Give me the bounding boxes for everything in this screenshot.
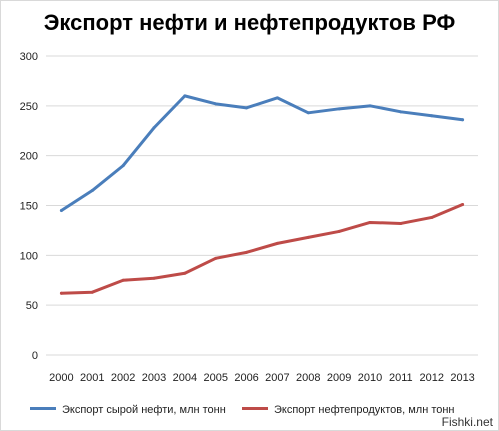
x-tick-label: 2007 (265, 372, 289, 384)
watermark-logo: Fishki.net (441, 415, 493, 429)
series-point-0 (306, 111, 310, 115)
series-point-0 (152, 126, 156, 130)
series-point-0 (430, 114, 434, 118)
y-tick-label: 250 (20, 101, 38, 113)
series-point-0 (368, 104, 372, 108)
series-point-1 (461, 203, 465, 207)
series-point-1 (183, 271, 187, 275)
x-tick-label: 2013 (450, 372, 474, 384)
series-point-1 (306, 235, 310, 239)
legend-label-crude: Экспорт сырой нефти, млн тонн (62, 404, 226, 416)
y-tick-label: 300 (20, 51, 38, 63)
y-tick-label: 50 (26, 300, 38, 312)
series-point-1 (275, 241, 279, 245)
x-tick-label: 2010 (358, 372, 382, 384)
legend-swatch-products (242, 406, 268, 410)
x-tick-label: 2009 (327, 372, 351, 384)
x-tick-label: 2011 (389, 372, 413, 384)
x-tick-label: 2008 (296, 372, 320, 384)
x-tick-label: 2006 (234, 372, 258, 384)
series-point-0 (461, 118, 465, 122)
series-point-1 (245, 250, 249, 254)
legend-item-products: Экспорт нефтепродуктов, млн тонн (242, 404, 455, 416)
series-point-0 (121, 164, 125, 168)
legend-item-crude: Экспорт сырой нефти, млн тонн (30, 404, 226, 416)
series-point-1 (214, 256, 218, 260)
series-point-1 (59, 291, 63, 295)
x-tick-label: 2005 (203, 372, 227, 384)
series-point-0 (90, 189, 94, 193)
series-line-0 (59, 94, 465, 212)
series-point-0 (399, 110, 403, 114)
series-point-0 (245, 106, 249, 110)
x-tick-label: 2003 (142, 372, 166, 384)
series-point-1 (399, 221, 403, 225)
y-tick-label: 100 (20, 250, 38, 262)
x-tick-label: 2001 (80, 372, 104, 384)
x-tick-label: 2000 (49, 372, 73, 384)
x-tick-label: 2012 (419, 372, 443, 384)
series-point-0 (275, 96, 279, 100)
y-tick-label: 200 (20, 151, 38, 163)
y-tick-label: 0 (32, 350, 38, 362)
series-point-1 (152, 276, 156, 280)
series-point-0 (183, 94, 187, 98)
series-point-0 (337, 107, 341, 111)
x-tick-label: 2002 (111, 372, 135, 384)
series-line-1 (59, 203, 465, 295)
legend-label-products: Экспорт нефтепродуктов, млн тонн (274, 404, 455, 416)
series-point-1 (337, 229, 341, 233)
series-point-1 (430, 215, 434, 219)
series-point-1 (121, 278, 125, 282)
legend-swatch-crude (30, 406, 56, 410)
series-point-0 (59, 208, 63, 212)
x-tick-label: 2004 (173, 372, 197, 384)
series-point-0 (214, 102, 218, 106)
series-point-1 (368, 220, 372, 224)
y-tick-label: 150 (20, 201, 38, 213)
series-point-1 (90, 290, 94, 294)
chart-title: Экспорт нефти и нефтепродуктов РФ (43, 10, 456, 35)
